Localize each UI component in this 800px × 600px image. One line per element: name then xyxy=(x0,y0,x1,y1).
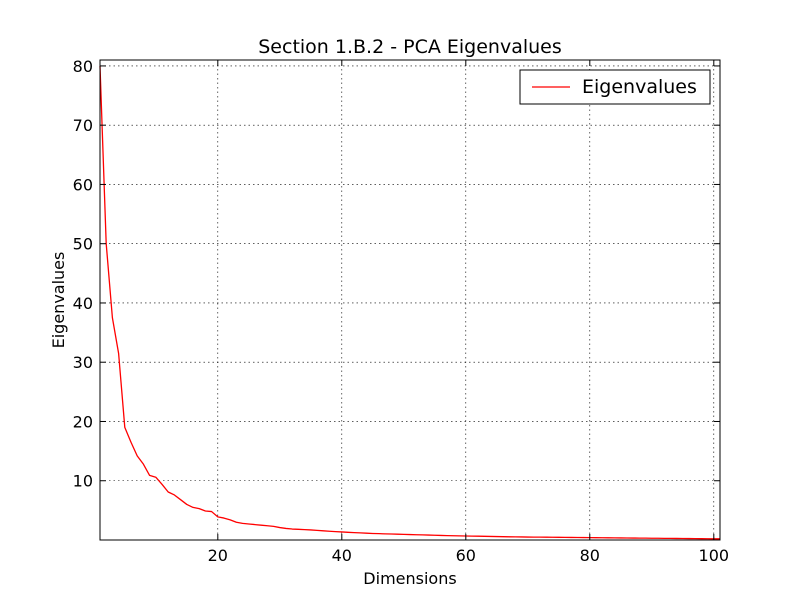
plot-frame xyxy=(99,59,721,541)
legend-entry-label: Eigenvalues xyxy=(582,76,697,98)
y-tick-label: 60 xyxy=(73,175,93,194)
y-tick-label: 50 xyxy=(73,235,93,254)
x-tick-label: 80 xyxy=(580,546,600,565)
series-line-eigenvalues xyxy=(99,65,720,540)
axis-ticks xyxy=(100,60,720,540)
y-tick-label: 30 xyxy=(73,353,93,372)
x-tick-label: 20 xyxy=(208,546,228,565)
y-tick-label: 70 xyxy=(73,116,93,135)
x-axis-label: Dimensions xyxy=(363,569,456,588)
x-tick-label: 100 xyxy=(699,546,730,565)
y-tick-label: 10 xyxy=(73,472,93,491)
chart-title: Section 1.B.2 - PCA Eigenvalues xyxy=(258,36,562,58)
y-tick-label: 80 xyxy=(73,57,93,76)
legend: Eigenvalues xyxy=(519,69,711,105)
series-line-group xyxy=(99,65,720,540)
y-tick-label: 40 xyxy=(73,294,93,313)
y-axis-label: Eigenvalues xyxy=(49,252,68,349)
grid-lines xyxy=(100,60,720,540)
tick-labels: 20 40 60 80 100 10 20 30 40 50 60 70 80 xyxy=(73,57,729,565)
y-tick-label: 20 xyxy=(73,412,93,431)
x-tick-label: 40 xyxy=(332,546,352,565)
x-tick-label: 60 xyxy=(456,546,476,565)
